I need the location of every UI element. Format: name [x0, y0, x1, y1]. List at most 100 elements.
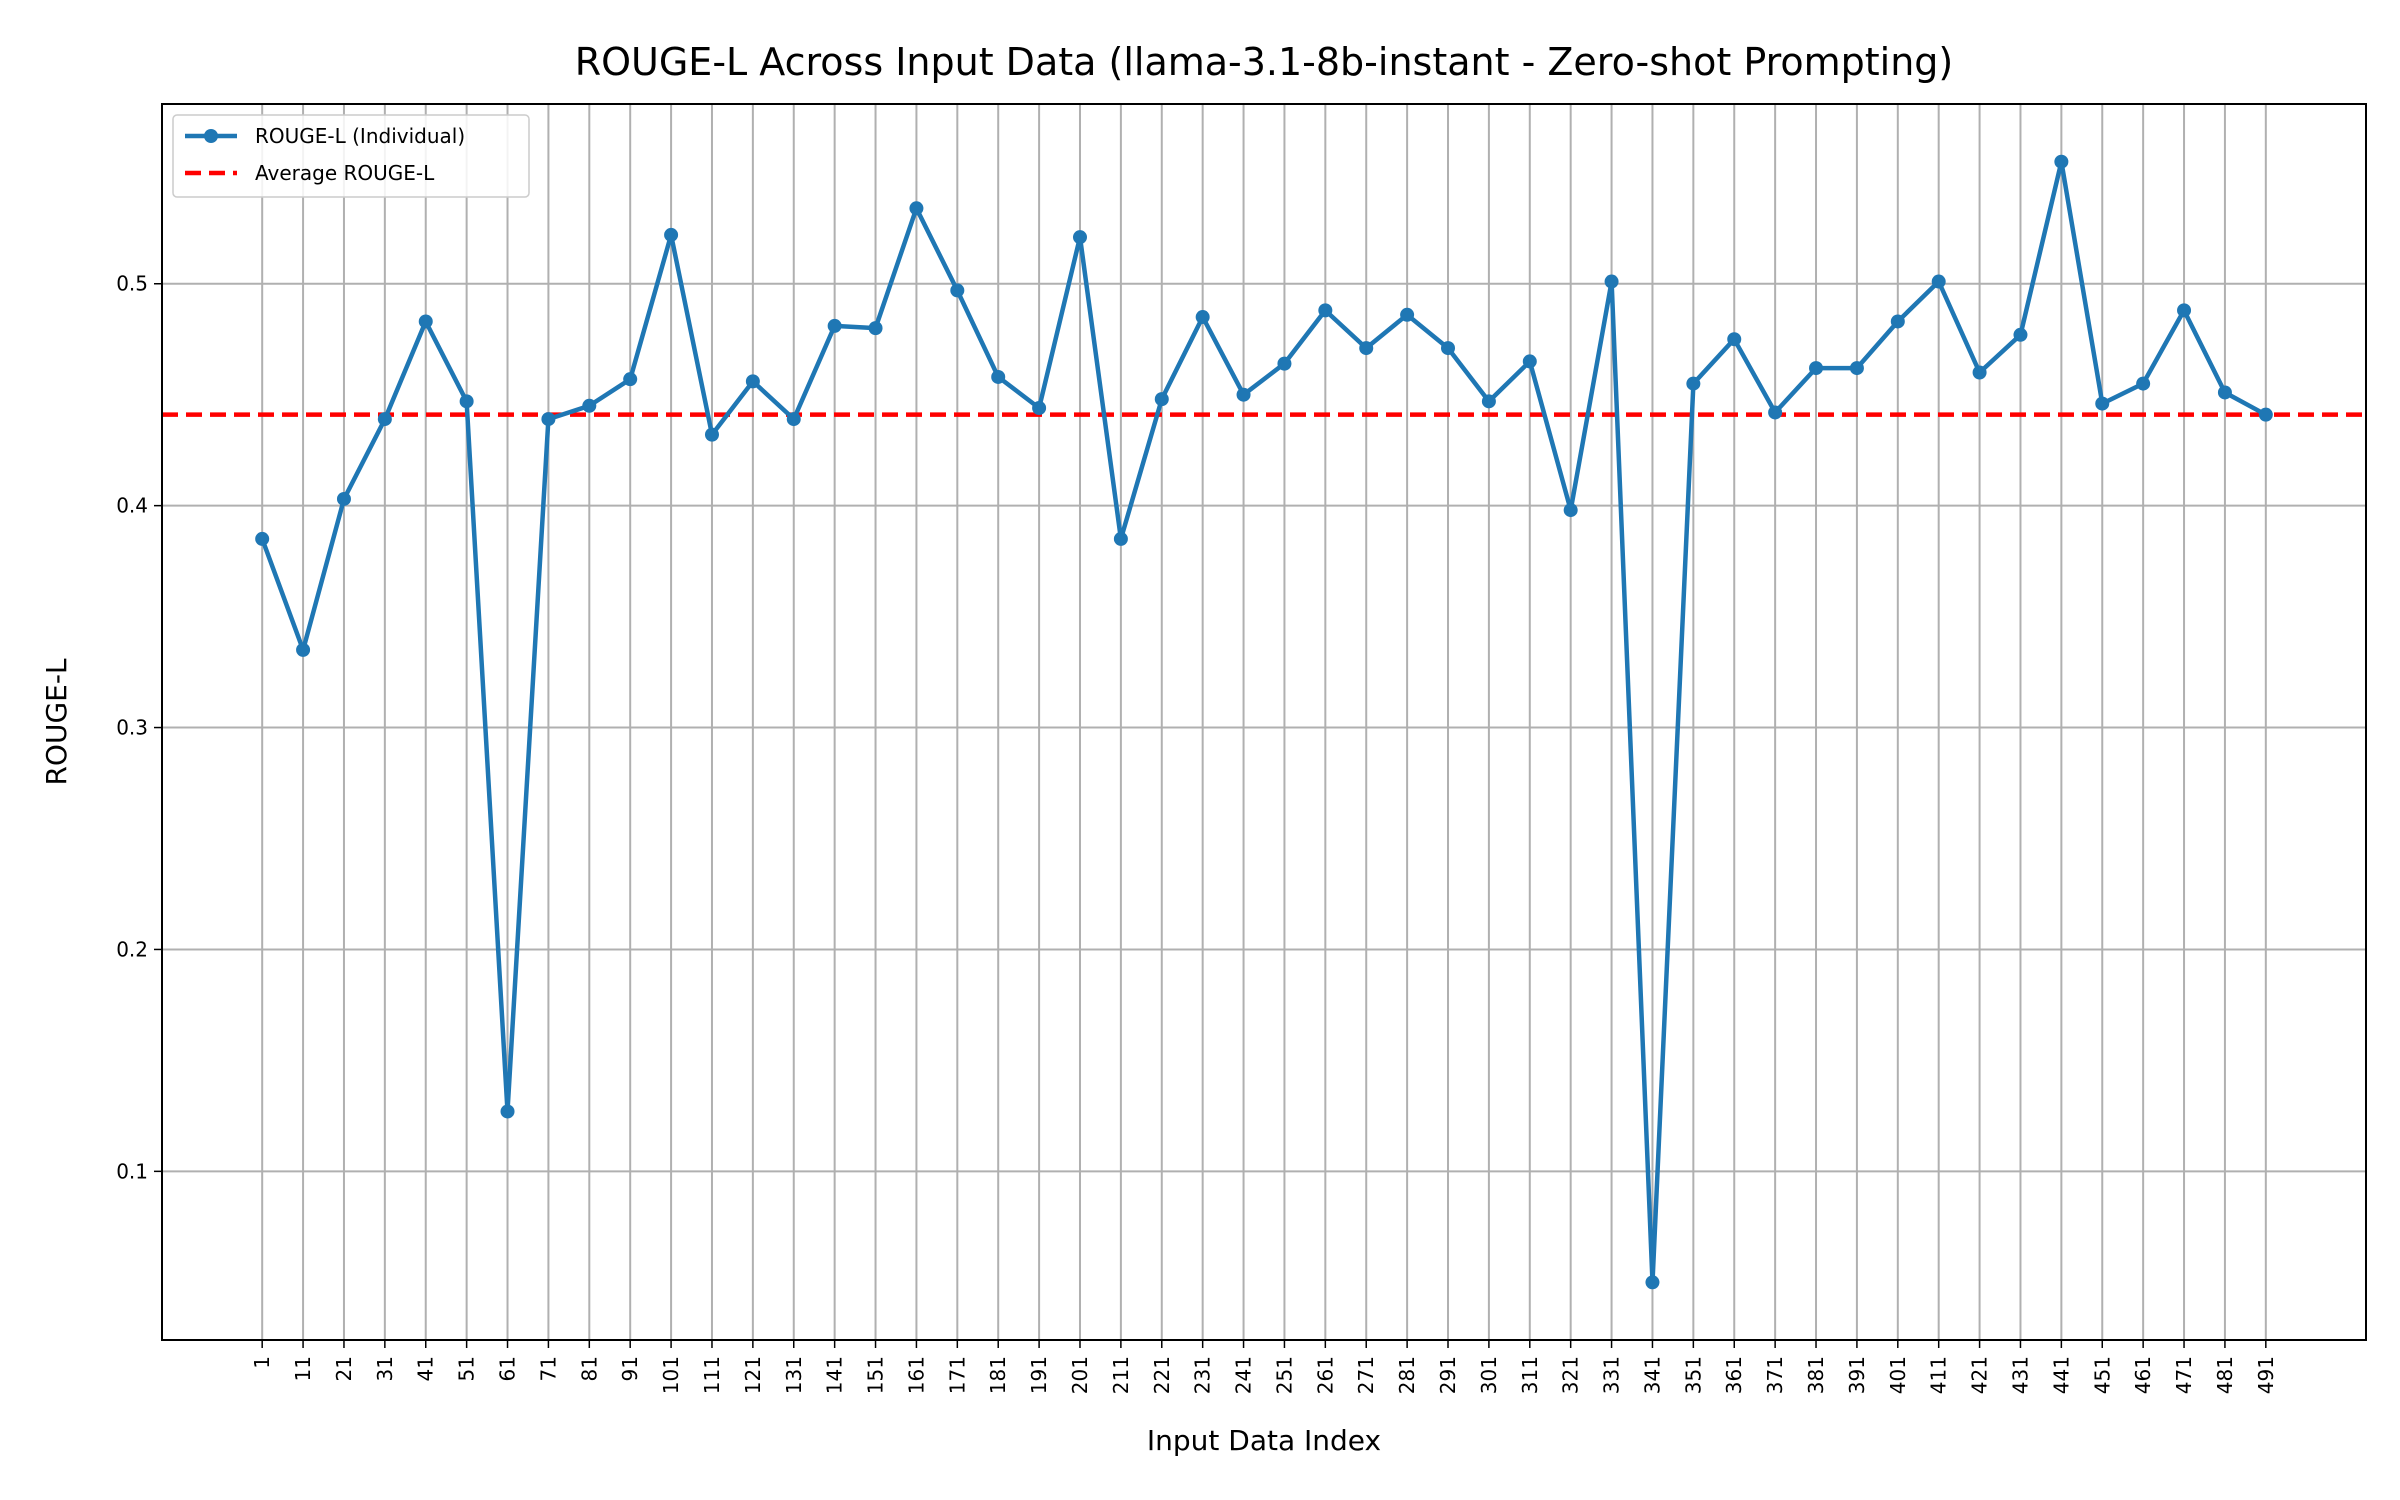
- data-point: [950, 283, 965, 298]
- grid-lines: [162, 104, 2366, 1340]
- chart-title: ROUGE-L Across Input Data (llama-3.1-8b-…: [575, 40, 1954, 84]
- x-tick-label: 431: [2008, 1356, 2032, 1394]
- y-tick-label: 0.5: [116, 272, 148, 296]
- data-point: [500, 1104, 515, 1119]
- legend: ROUGE-L (Individual) Average ROUGE-L: [172, 114, 530, 198]
- data-point: [1318, 303, 1333, 318]
- data-point: [1727, 332, 1742, 347]
- plot-frame: [161, 103, 2367, 1341]
- data-point: [2217, 385, 2232, 400]
- data-point: [1154, 392, 1169, 407]
- data-point: [1563, 503, 1578, 518]
- data-point: [1849, 361, 1864, 376]
- y-axis-ticks: 0.1 0.2 0.3 0.4 0.5: [116, 272, 162, 1183]
- data-point: [868, 321, 883, 336]
- x-tick-label: 291: [1436, 1356, 1460, 1394]
- x-tick-label: 461: [2131, 1356, 2155, 1394]
- data-point: [1032, 401, 1047, 416]
- x-tick-label: 1: [250, 1356, 274, 1369]
- data-point: [745, 374, 760, 389]
- data-point: [1809, 361, 1824, 376]
- data-point: [664, 227, 679, 242]
- data-point: [336, 491, 351, 506]
- x-tick-label: 371: [1763, 1356, 1787, 1394]
- x-tick-label: 51: [455, 1356, 479, 1381]
- x-tick-label: 401: [1886, 1356, 1910, 1394]
- y-tick-label: 0.4: [116, 494, 148, 518]
- data-point: [1236, 387, 1251, 402]
- data-point: [1113, 531, 1128, 546]
- x-tick-label: 71: [536, 1356, 560, 1381]
- data-point: [1972, 365, 1987, 380]
- x-tick-label: 391: [1845, 1356, 1869, 1394]
- x-tick-label: 271: [1354, 1356, 1378, 1394]
- x-tick-label: 251: [1272, 1356, 1296, 1394]
- data-point: [1481, 394, 1496, 409]
- x-tick-label: 301: [1477, 1356, 1501, 1394]
- x-tick-label: 81: [577, 1356, 601, 1381]
- x-tick-label: 171: [945, 1356, 969, 1394]
- data-point: [1195, 310, 1210, 325]
- data-point: [623, 372, 638, 387]
- x-tick-label: 481: [2213, 1356, 2237, 1394]
- x-tick-label: 351: [1681, 1356, 1705, 1394]
- data-point: [786, 412, 801, 427]
- x-tick-label: 231: [1191, 1356, 1215, 1394]
- x-tick-label: 121: [741, 1356, 765, 1394]
- x-axis-ticks: 1 11 21 31 41 51 61 71 81 91 101 111 121 131 141 151 161…: [250, 1340, 2278, 1394]
- data-point: [1072, 230, 1087, 245]
- x-tick-label: 471: [2172, 1356, 2196, 1394]
- x-tick-label: 11: [291, 1356, 315, 1381]
- data-point: [459, 394, 474, 409]
- x-tick-label: 241: [1232, 1356, 1256, 1394]
- data-point: [1768, 405, 1783, 420]
- x-tick-label: 61: [496, 1356, 520, 1381]
- data-point: [1931, 274, 1946, 289]
- data-point: [991, 369, 1006, 384]
- x-tick-label: 201: [1068, 1356, 1092, 1394]
- data-point: [909, 201, 924, 216]
- x-tick-label: 141: [823, 1356, 847, 1394]
- data-point: [377, 412, 392, 427]
- x-tick-label: 281: [1395, 1356, 1419, 1394]
- y-tick-label: 0.2: [116, 937, 148, 961]
- data-point: [1604, 274, 1619, 289]
- x-axis-label: Input Data Index: [1147, 1424, 1381, 1457]
- x-tick-label: 21: [332, 1356, 356, 1381]
- data-point: [2095, 396, 2110, 411]
- x-tick-label: 411: [1927, 1356, 1951, 1394]
- x-tick-label: 151: [864, 1356, 888, 1394]
- x-tick-label: 41: [414, 1356, 438, 1381]
- data-point: [2177, 303, 2192, 318]
- data-point: [1522, 354, 1537, 369]
- data-point: [1277, 356, 1292, 371]
- legend-box: [172, 114, 530, 198]
- data-point: [2136, 376, 2151, 391]
- data-point: [2013, 327, 2028, 342]
- data-point: [296, 642, 311, 657]
- series-layer: [255, 154, 2273, 1290]
- x-tick-label: 131: [782, 1356, 806, 1394]
- x-tick-label: 161: [904, 1356, 928, 1394]
- x-tick-label: 261: [1313, 1356, 1337, 1394]
- data-point: [1686, 376, 1701, 391]
- data-point: [1359, 341, 1374, 356]
- x-tick-label: 211: [1109, 1356, 1133, 1394]
- y-tick-label: 0.1: [116, 1159, 148, 1183]
- x-tick-label: 381: [1804, 1356, 1828, 1394]
- data-point: [1890, 314, 1905, 329]
- y-axis-label: ROUGE-L: [40, 658, 73, 785]
- data-point: [827, 318, 842, 333]
- x-tick-label: 341: [1640, 1356, 1664, 1394]
- x-tick-label: 361: [1722, 1356, 1746, 1394]
- x-tick-label: 321: [1559, 1356, 1583, 1394]
- x-tick-label: 31: [373, 1356, 397, 1381]
- legend-marker-individual: [204, 129, 218, 143]
- data-point: [2054, 154, 2069, 169]
- x-tick-label: 221: [1150, 1356, 1174, 1394]
- data-point: [582, 398, 597, 413]
- data-point: [418, 314, 433, 329]
- data-point: [255, 531, 270, 546]
- x-tick-label: 91: [618, 1356, 642, 1381]
